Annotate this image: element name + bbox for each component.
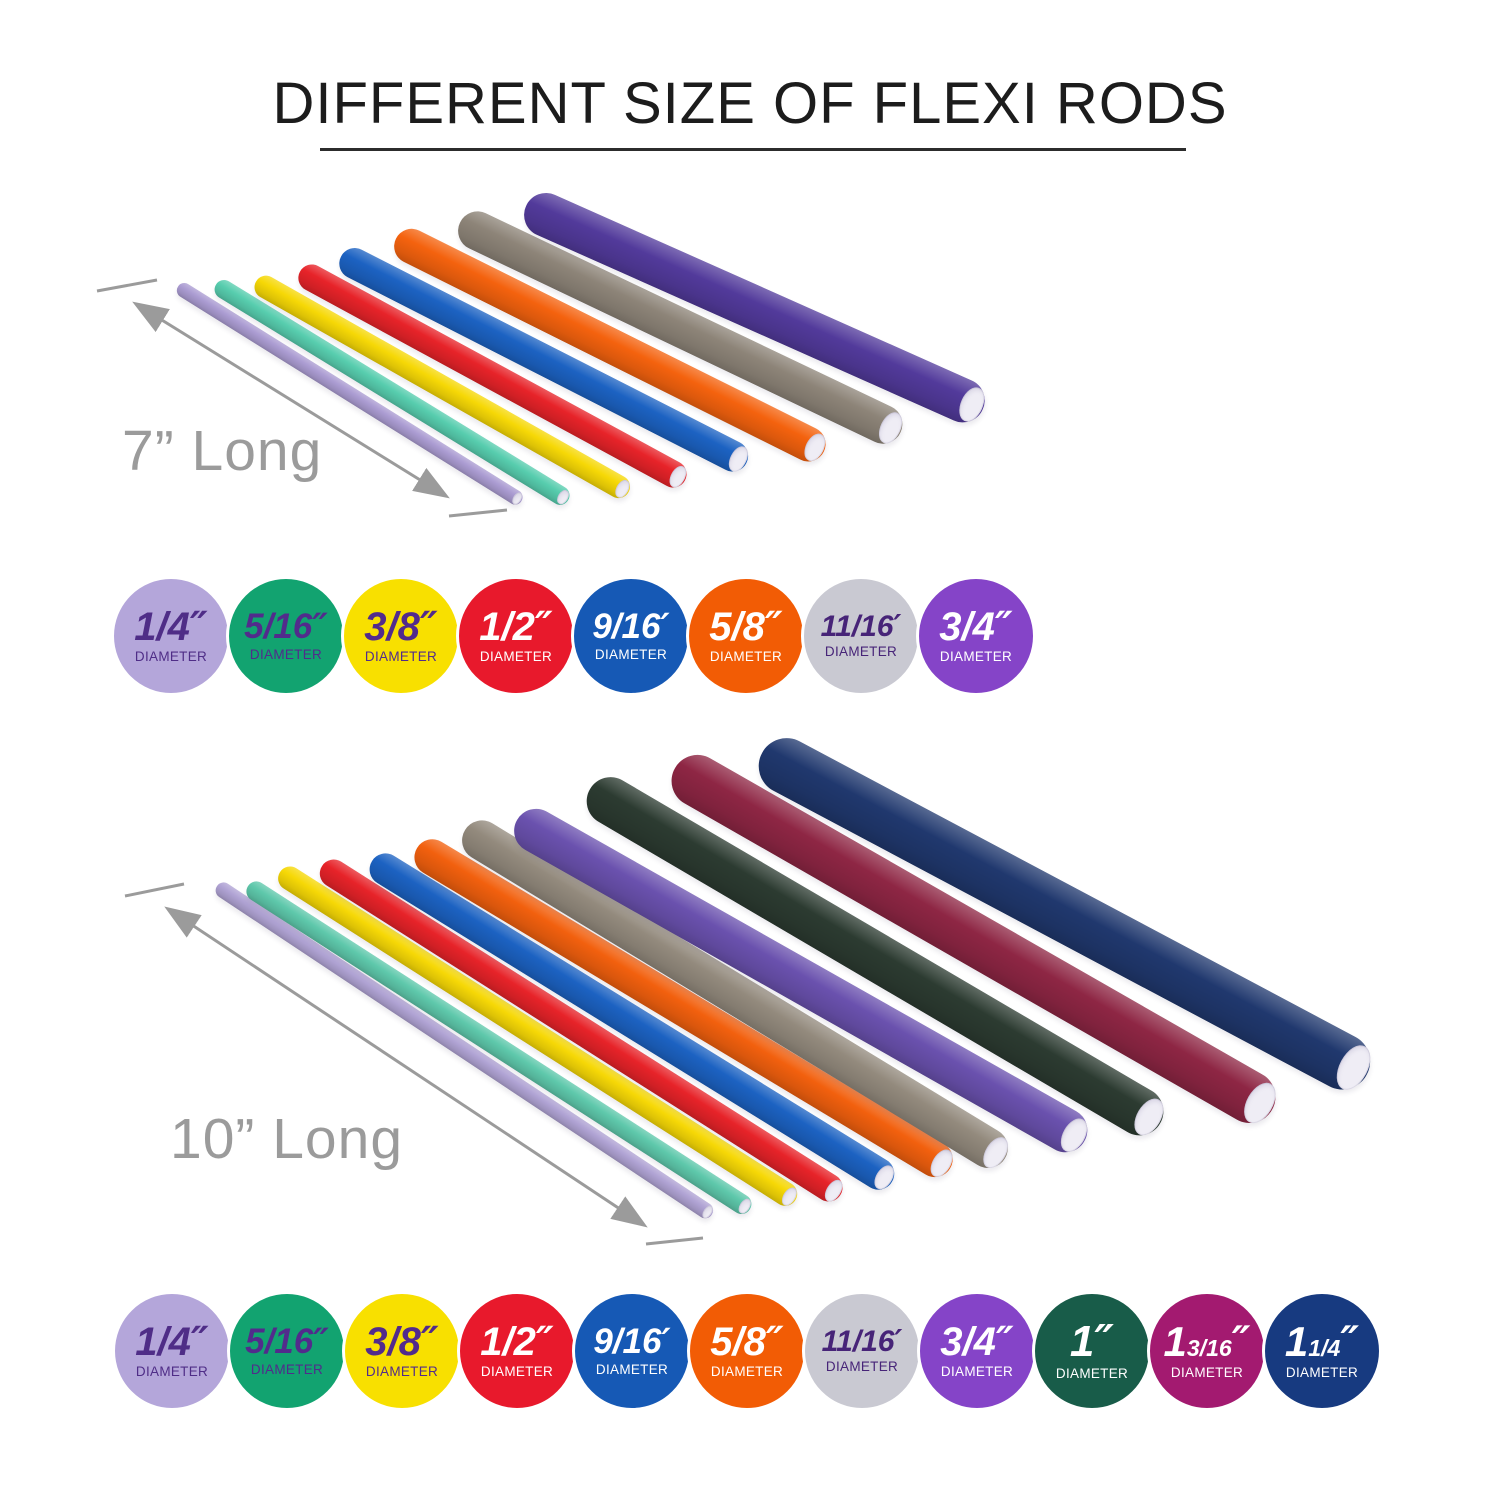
badge-diameter-label: DIAMETER — [939, 649, 1013, 664]
diameter-badge-1-2: 1/2″ DIAMETER — [456, 576, 576, 696]
badge-size-value: 5/8″ — [710, 1319, 784, 1365]
badge-size-value: 3/4″ — [940, 1319, 1014, 1365]
badge-diameter-label: DIAMETER — [365, 1364, 439, 1379]
diameter-badge-5-16: 5/16″ DIAMETER — [226, 576, 346, 696]
badge-diameter-label: DIAMETER — [825, 1359, 899, 1375]
badge-size-value: 11/16′ — [821, 1323, 903, 1359]
rod-end-cap — [1237, 1077, 1282, 1129]
badge-row-7-inch: 1/4″ DIAMETER 5/16″ DIAMETER 3/8″ DIAMET… — [111, 576, 1036, 696]
badge-diameter-label: DIAMETER — [1170, 1364, 1244, 1380]
diameter-badge-1: 1″ DIAMETER — [1032, 1291, 1152, 1411]
badge-diameter-label: DIAMETER — [710, 1364, 784, 1379]
badge-diameter-label: DIAMETER — [595, 1362, 669, 1378]
rod-end-cap — [925, 1145, 957, 1181]
title-underline — [320, 148, 1186, 151]
rod-end-cap — [1127, 1093, 1170, 1141]
badge-size-value: 3/4″ — [939, 604, 1013, 650]
badge-diameter-label: DIAMETER — [250, 1362, 324, 1378]
badge-size-value: 1/4″ — [135, 1319, 209, 1365]
diameter-badge-9-16: 9/16′ DIAMETER — [571, 576, 691, 696]
diameter-badge-9-16: 9/16′ DIAMETER — [572, 1291, 692, 1411]
diameter-badge-3-8: 3/8″ DIAMETER — [341, 576, 461, 696]
badge-size-value: 13/16″ — [1163, 1317, 1251, 1367]
rod-end-cap — [778, 1184, 800, 1208]
diameter-badge-1-1-4: 11/4″ DIAMETER — [1262, 1291, 1382, 1411]
rod-end-cap — [977, 1132, 1013, 1172]
diameter-badge-1-3-16: 13/16″ DIAMETER — [1147, 1291, 1267, 1411]
diameter-badge-5-8: 5/8″ DIAMETER — [686, 576, 806, 696]
badge-size-value: 1/2″ — [479, 604, 553, 650]
badge-size-value: 5/8″ — [709, 604, 783, 650]
diameter-badge-5-16: 5/16″ DIAMETER — [227, 1291, 347, 1411]
rod-end-cap — [700, 1203, 715, 1220]
badge-diameter-label: DIAMETER — [364, 649, 438, 664]
badge-size-value: 1″ — [1069, 1316, 1115, 1368]
length-label-7-inch: 7” Long — [122, 419, 323, 483]
badge-diameter-label: DIAMETER — [249, 647, 323, 663]
diameter-badge-11-16: 11/16′ DIAMETER — [801, 576, 921, 696]
badge-size-value: 5/16″ — [245, 1321, 329, 1362]
badge-diameter-label: DIAMETER — [480, 1364, 554, 1379]
badge-diameter-label: DIAMETER — [824, 644, 898, 660]
badge-diameter-label: DIAMETER — [479, 649, 553, 664]
badge-size-value: 11/4″ — [1284, 1317, 1360, 1367]
badge-size-value: 9/16′ — [593, 1321, 671, 1362]
diameter-badge-5-8: 5/8″ DIAMETER — [687, 1291, 807, 1411]
diameter-badge-3-4: 3/4″ DIAMETER — [917, 1291, 1037, 1411]
rod-end-cap — [869, 1161, 898, 1193]
badge-diameter-label: DIAMETER — [940, 1364, 1014, 1379]
rod-end-cap — [1054, 1113, 1093, 1157]
badge-size-value: 3/8″ — [364, 604, 438, 650]
badge-diameter-label: DIAMETER — [1285, 1364, 1359, 1380]
badge-size-value: 9/16′ — [592, 606, 670, 647]
diameter-badge-1-4: 1/4″ DIAMETER — [111, 576, 231, 696]
badge-size-value: 3/8″ — [365, 1319, 439, 1365]
badge-diameter-label: DIAMETER — [134, 649, 208, 664]
badge-size-value: 11/16′ — [820, 608, 902, 644]
diameter-badge-3-4: 3/4″ DIAMETER — [916, 576, 1036, 696]
badge-size-value: 1/2″ — [480, 1319, 554, 1365]
page-title: DIFFERENT SIZE OF FLEXI RODS — [272, 71, 1228, 136]
badge-diameter-label: DIAMETER — [709, 649, 783, 664]
rod-end-cap — [821, 1176, 846, 1205]
diameter-badge-1-4: 1/4″ DIAMETER — [112, 1291, 232, 1411]
badge-diameter-label: DIAMETER — [594, 647, 668, 663]
diameter-badge-11-16: 11/16′ DIAMETER — [802, 1291, 922, 1411]
badge-size-value: 5/16″ — [244, 606, 328, 647]
length-label-10-inch: 10” Long — [170, 1107, 404, 1171]
badge-row-10-inch: 1/4″ DIAMETER 5/16″ DIAMETER 3/8″ DIAMET… — [112, 1291, 1382, 1411]
diameter-badge-1-2: 1/2″ DIAMETER — [457, 1291, 577, 1411]
rod-end-cap — [1329, 1039, 1377, 1095]
badge-size-value: 1/4″ — [134, 604, 208, 650]
rod-end-cap — [735, 1196, 754, 1216]
badge-diameter-label: DIAMETER — [135, 1364, 209, 1379]
badge-diameter-label: DIAMETER — [1055, 1365, 1129, 1381]
diameter-badge-3-8: 3/8″ DIAMETER — [342, 1291, 462, 1411]
